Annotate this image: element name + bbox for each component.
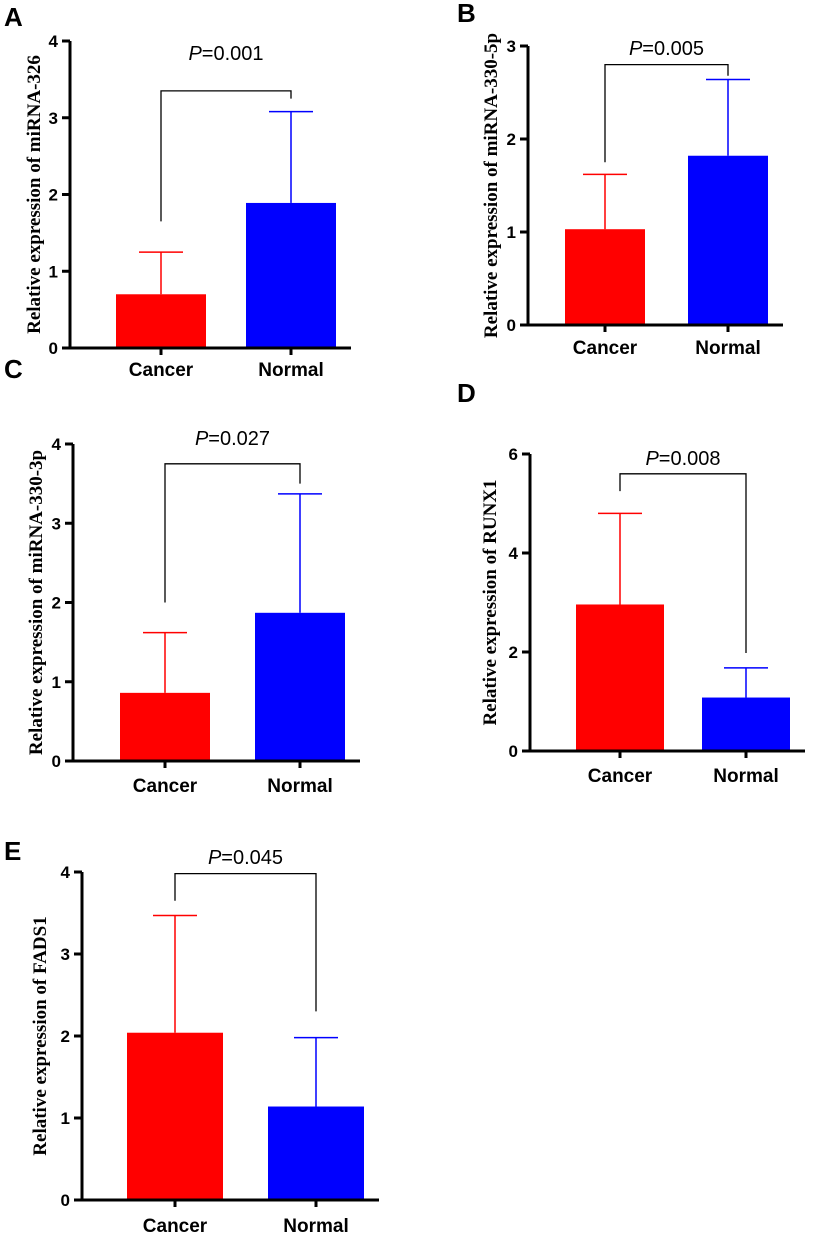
panel-c-p-symbol: P	[195, 428, 209, 450]
panel-c-x-tick-label-normal: Normal	[267, 776, 332, 797]
panel-a-y-tick-label-2: 2	[49, 186, 58, 205]
panel-c-bar-normal	[255, 612, 345, 761]
panel-b-bar-cancer	[565, 229, 645, 325]
panel-a-bar-normal	[246, 202, 336, 348]
panel-b-y-tick-label-2: 2	[507, 130, 516, 149]
panel-a-y-tick-label-0: 0	[49, 339, 58, 358]
panel-d-x-tick-label-cancer: Cancer	[588, 766, 653, 787]
panel-c-label: C	[4, 354, 23, 384]
panel-a-label: A	[4, 2, 23, 32]
panel-c-y-tick-label-3: 3	[52, 514, 61, 533]
panel-d-p-value: P=0.008	[645, 448, 720, 470]
panel-a-y-tick-label-1: 1	[49, 262, 58, 281]
panel-a-significance-bracket	[160, 90, 292, 222]
panel-e-x-tick-label-cancer: Cancer	[143, 1216, 208, 1236]
panel-c-y-tick-label-1: 1	[52, 673, 61, 692]
panel-d-significance-bracket	[619, 473, 747, 653]
panel-e-significance-bracket	[174, 872, 317, 1012]
panel-d-p-number: =0.008	[659, 448, 721, 470]
panel-b-x-tick-label-cancer: Cancer	[573, 338, 638, 359]
panel-d-y-tick-label-1: 2	[509, 643, 518, 662]
panel-d-y-tick-label-2: 4	[509, 544, 519, 563]
panel-d-x-tick-label-normal: Normal	[713, 766, 778, 787]
panel-d-y-tick-label-0: 0	[509, 742, 518, 761]
panel-c-y-tick-label-4: 4	[52, 435, 62, 454]
panel-b-y-tick-label-3: 3	[507, 37, 516, 56]
panel-e-y-tick-label-1: 1	[61, 1109, 70, 1128]
panel-b-p-symbol: P	[629, 38, 643, 60]
panel-b-x-tick-label-normal: Normal	[695, 338, 760, 359]
panel-e-p-number: =0.045	[221, 847, 283, 869]
panel-d-y-tick-label-3: 6	[509, 445, 518, 464]
panel-a-p-number: =0.001	[202, 43, 264, 65]
panel-e-p-symbol: P	[208, 847, 222, 869]
panel-b-bar-normal	[688, 155, 768, 325]
panel-e-x-tick-label-normal: Normal	[283, 1216, 348, 1236]
panel-d-label: D	[457, 378, 476, 408]
panel-a-x-tick-label-cancer: Cancer	[129, 360, 194, 381]
panel-e-y-axis-label: Relative expression of FADS1	[30, 916, 51, 1155]
panel-a-y-tick-label-3: 3	[49, 109, 58, 128]
panel-a-bar-cancer	[116, 294, 206, 348]
panel-c-significance-bracket	[164, 463, 301, 603]
panel-e-y-tick-label-3: 3	[61, 945, 70, 964]
panel-a-x-tick-label-normal: Normal	[258, 360, 323, 381]
panel-e-label: E	[4, 836, 21, 866]
panel-e-p-value: P=0.045	[208, 847, 283, 869]
panel-b-significance-bracket	[604, 63, 729, 163]
panel-d-p-symbol: P	[645, 448, 659, 470]
panel-a-p-symbol: P	[188, 43, 202, 65]
panel-e-y-tick-label-4: 4	[61, 863, 71, 882]
panel-d-bar-cancer	[576, 604, 664, 751]
panel-e-y-tick-label-0: 0	[61, 1191, 70, 1210]
panel-b-p-value: P=0.005	[629, 38, 704, 60]
panel-c-y-tick-label-0: 0	[52, 752, 61, 771]
panel-e-y-tick-label-2: 2	[61, 1027, 70, 1046]
panel-b-p-number: =0.005	[642, 38, 704, 60]
panel-e-bar-normal	[268, 1106, 364, 1200]
panel-b-y-axis-label: Relative expression of miRNA-330-5p	[481, 33, 502, 338]
panel-c-bar-cancer	[120, 692, 210, 761]
panel-b-y-tick-label-0: 0	[507, 316, 516, 335]
panel-c-y-axis-label: Relative expression of miRNA-330-3p	[26, 450, 47, 755]
panel-d-y-axis-label: Relative expression of RUNX1	[480, 479, 501, 725]
panel-a-p-value: P=0.001	[188, 43, 263, 65]
panel-b-label: B	[457, 0, 476, 28]
panel-c-p-value: P=0.027	[195, 428, 270, 450]
panel-a-y-axis-label: Relative expression of miRNA-326	[24, 55, 45, 334]
panel-c-y-tick-label-2: 2	[52, 594, 61, 613]
panel-b-y-tick-label-1: 1	[507, 223, 516, 242]
panel-c-p-number: =0.027	[208, 428, 270, 450]
panel-c-x-tick-label-cancer: Cancer	[133, 776, 198, 797]
panel-e-bar-cancer	[127, 1032, 223, 1200]
panel-d-bar-normal	[702, 697, 790, 751]
panel-a-y-tick-label-4: 4	[49, 32, 59, 51]
